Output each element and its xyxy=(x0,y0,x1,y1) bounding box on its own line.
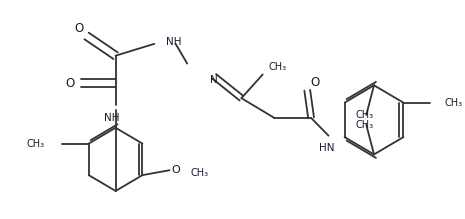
Text: O: O xyxy=(74,21,83,35)
Text: CH₃: CH₃ xyxy=(444,98,462,108)
Text: CH₃: CH₃ xyxy=(26,139,44,148)
Text: CH₃: CH₃ xyxy=(355,120,373,130)
Text: O: O xyxy=(66,77,75,90)
Text: NH: NH xyxy=(166,37,181,47)
Text: NH: NH xyxy=(104,113,120,123)
Text: CH₃: CH₃ xyxy=(355,110,373,120)
Text: HN: HN xyxy=(319,143,334,152)
Text: O: O xyxy=(310,76,319,89)
Text: N: N xyxy=(211,75,218,85)
Text: O: O xyxy=(171,165,179,175)
Text: CH₃: CH₃ xyxy=(191,168,209,178)
Text: CH₃: CH₃ xyxy=(268,62,286,72)
